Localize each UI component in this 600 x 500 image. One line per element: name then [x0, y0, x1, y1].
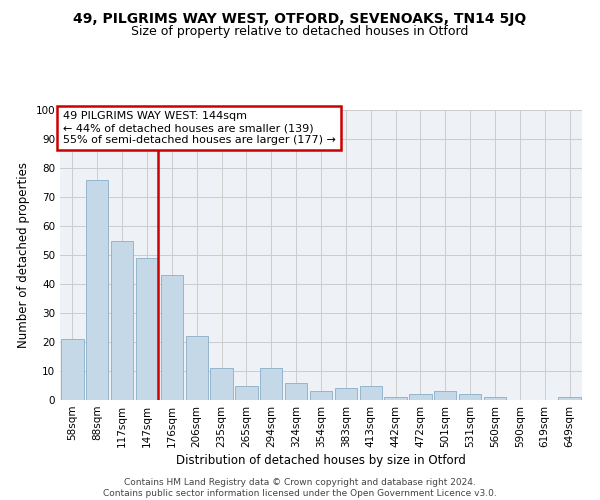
Text: Size of property relative to detached houses in Otford: Size of property relative to detached ho… — [131, 25, 469, 38]
Bar — [260, 368, 283, 400]
Bar — [285, 382, 307, 400]
Bar — [359, 386, 382, 400]
Bar — [161, 276, 183, 400]
Text: 49 PILGRIMS WAY WEST: 144sqm
← 44% of detached houses are smaller (139)
55% of s: 49 PILGRIMS WAY WEST: 144sqm ← 44% of de… — [62, 112, 335, 144]
Bar — [559, 397, 581, 400]
Bar — [484, 397, 506, 400]
Bar — [111, 240, 133, 400]
Bar — [211, 368, 233, 400]
Bar — [459, 394, 481, 400]
Bar — [61, 339, 83, 400]
Bar — [185, 336, 208, 400]
Text: Contains HM Land Registry data © Crown copyright and database right 2024.
Contai: Contains HM Land Registry data © Crown c… — [103, 478, 497, 498]
Y-axis label: Number of detached properties: Number of detached properties — [17, 162, 30, 348]
X-axis label: Distribution of detached houses by size in Otford: Distribution of detached houses by size … — [176, 454, 466, 467]
Bar — [86, 180, 109, 400]
Text: 49, PILGRIMS WAY WEST, OTFORD, SEVENOAKS, TN14 5JQ: 49, PILGRIMS WAY WEST, OTFORD, SEVENOAKS… — [73, 12, 527, 26]
Bar — [136, 258, 158, 400]
Bar — [409, 394, 431, 400]
Bar — [335, 388, 357, 400]
Bar — [310, 392, 332, 400]
Bar — [235, 386, 257, 400]
Bar — [434, 392, 457, 400]
Bar — [385, 397, 407, 400]
